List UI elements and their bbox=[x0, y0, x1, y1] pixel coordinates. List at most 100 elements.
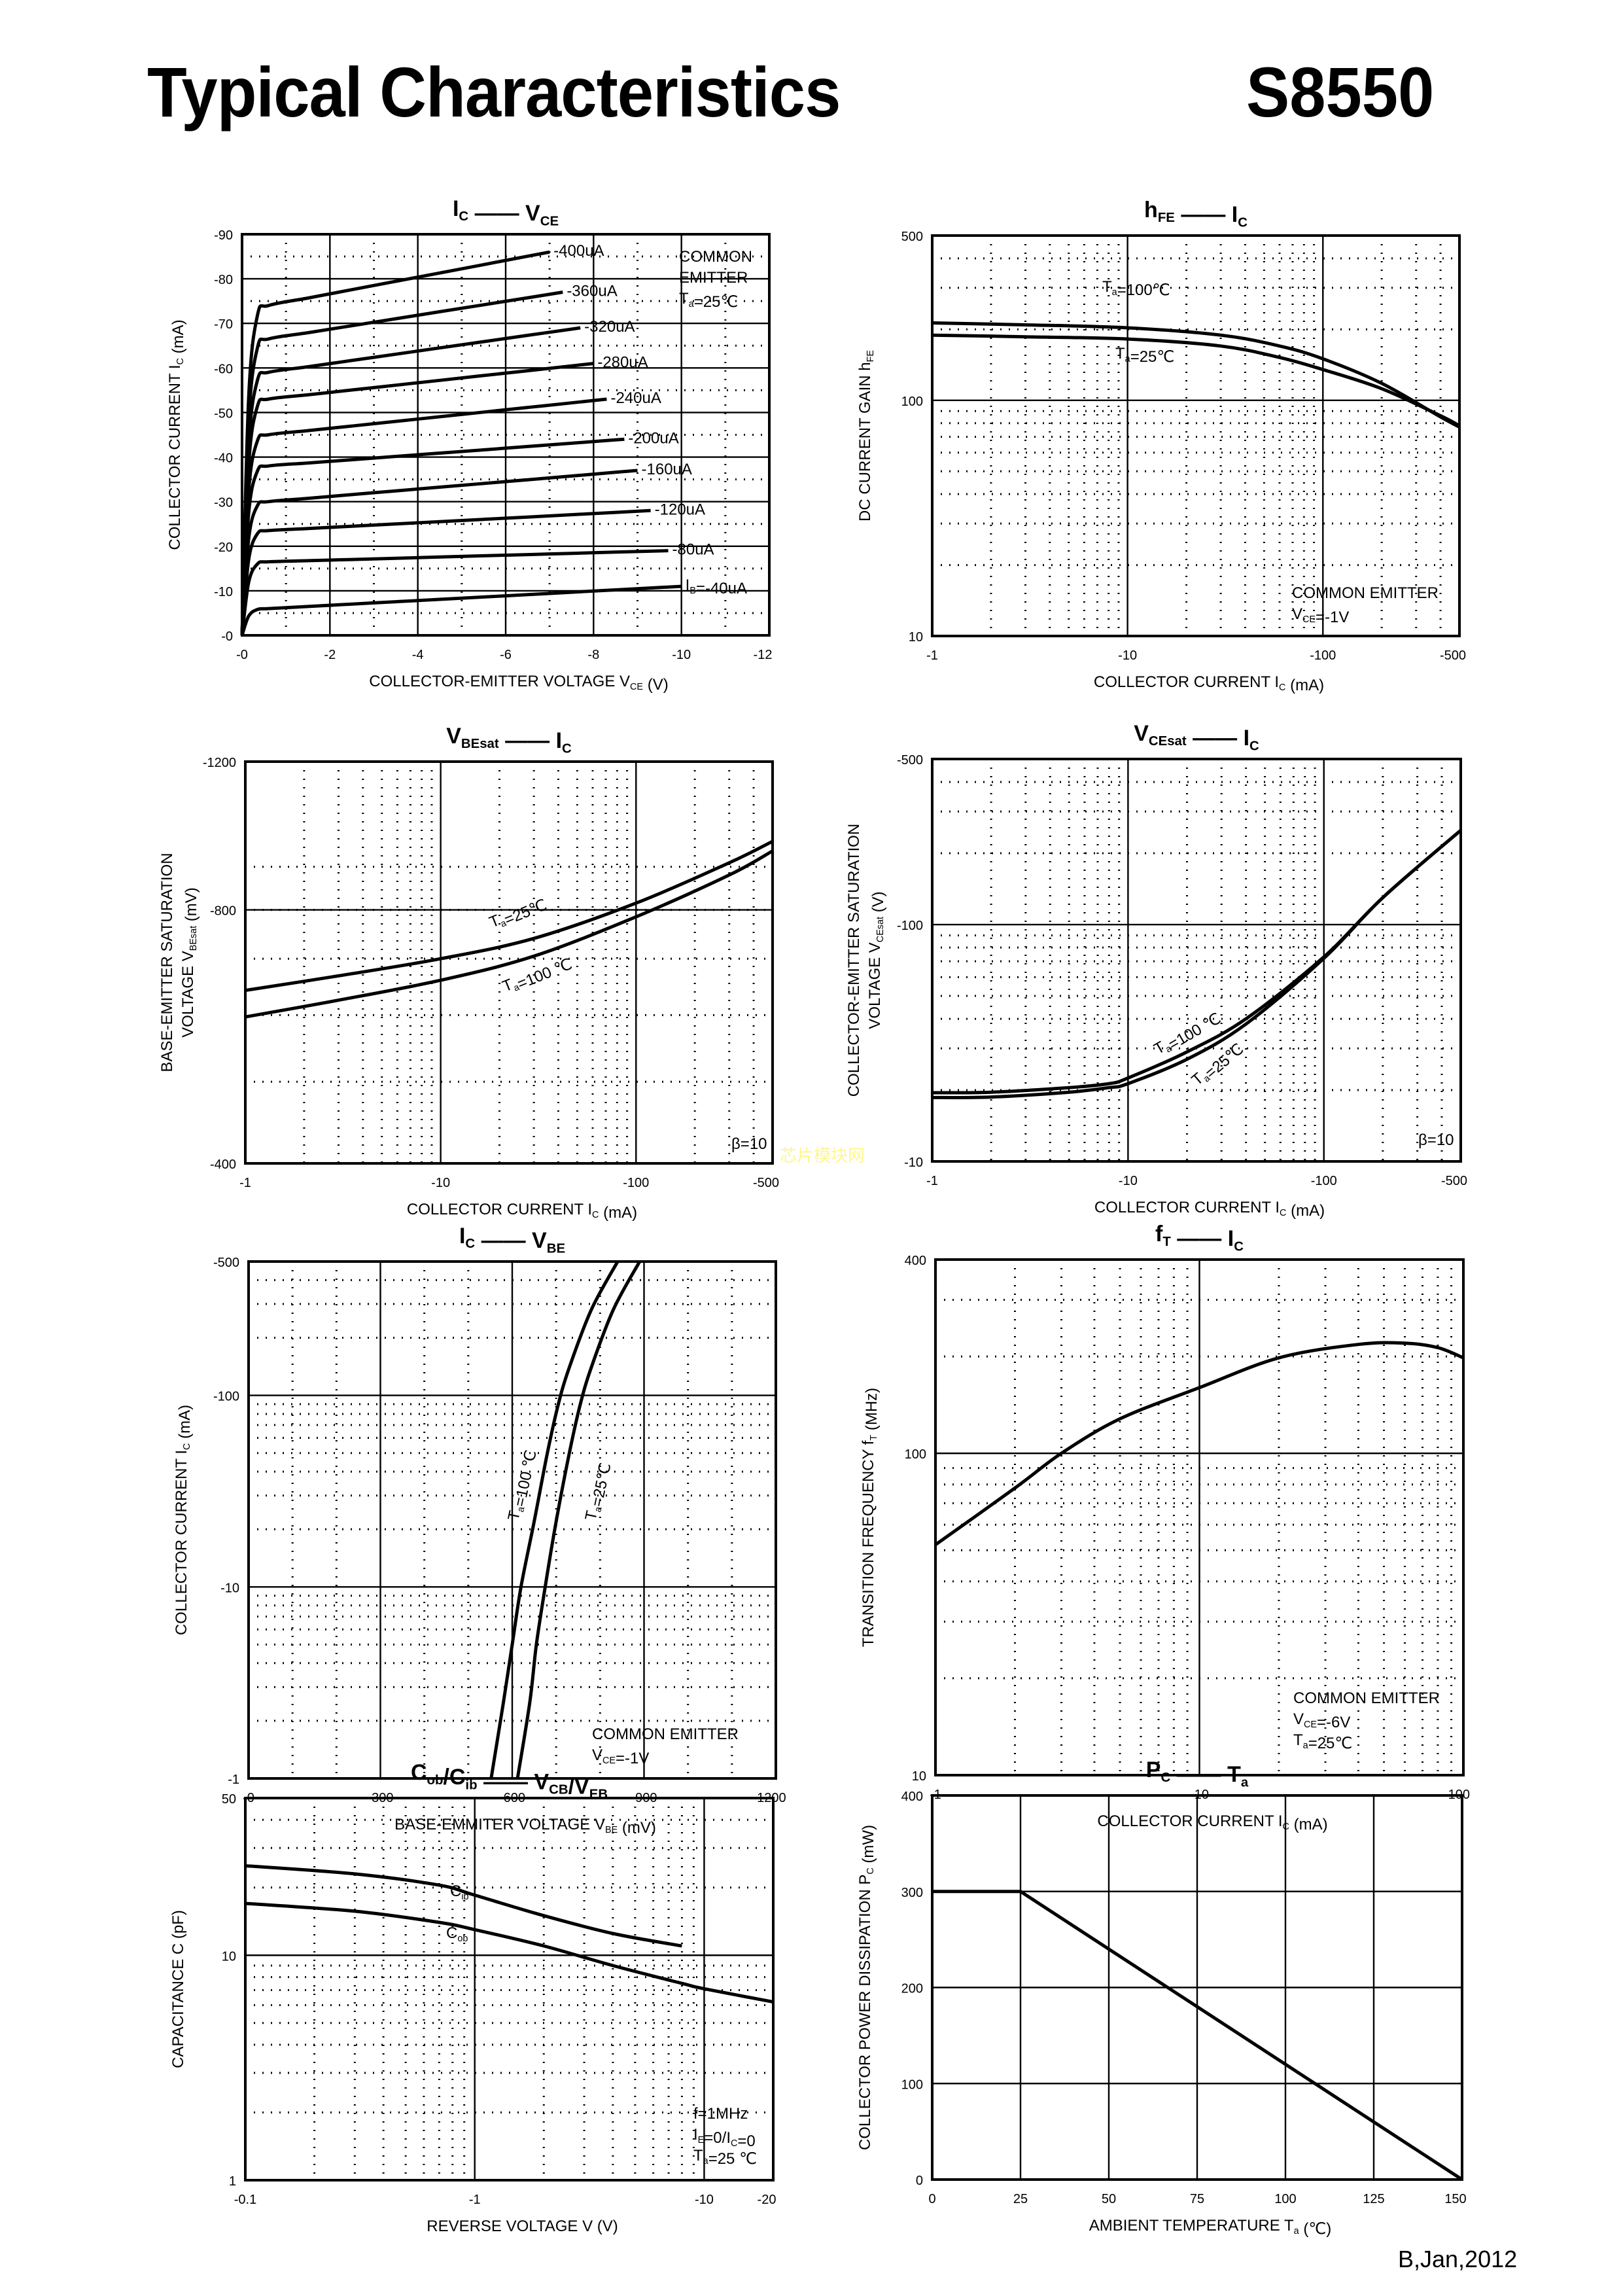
subscript: C bbox=[731, 2138, 737, 2149]
label-part: h bbox=[856, 362, 874, 370]
y-tick-label: -10 bbox=[214, 585, 233, 599]
plot-frame bbox=[931, 1794, 1463, 2181]
subscript: C bbox=[1279, 682, 1285, 693]
y-tick-label: -1200 bbox=[203, 756, 236, 770]
x-axis-label: BASE-EMMITER VOLTAGE VBE (mV) bbox=[394, 1816, 656, 1837]
label-part: BASE-EMMITER VOLTAGE bbox=[394, 1816, 595, 1833]
label-part: CAPACITANCE bbox=[169, 1954, 187, 2068]
plot-frame bbox=[244, 1797, 775, 2181]
subscript: BEsat bbox=[188, 926, 199, 951]
subscript: C bbox=[1161, 1771, 1170, 1785]
label-part: f bbox=[1155, 1222, 1163, 1246]
subscript: C bbox=[175, 358, 186, 364]
subscript: a bbox=[1303, 1740, 1308, 1751]
label-part: P bbox=[1146, 1757, 1161, 1782]
y-tick-label: -100 bbox=[897, 919, 923, 933]
series-line-0 bbox=[245, 839, 774, 993]
label-part: V bbox=[620, 673, 630, 690]
label-part: REVERSE VOLTAGE bbox=[427, 2217, 582, 2235]
series-line-9 bbox=[240, 584, 682, 636]
series-label: Ta=25℃ bbox=[1115, 345, 1174, 366]
x-tick-label: -12 bbox=[754, 648, 773, 662]
x-tick-label: 75 bbox=[1190, 2192, 1204, 2206]
y-tick-label: 400 bbox=[905, 1254, 926, 1268]
series-line-3 bbox=[240, 362, 594, 636]
series-label: -240uA bbox=[610, 389, 661, 407]
x-tick-label: -8 bbox=[587, 648, 599, 662]
annotation: β=10 bbox=[1418, 1131, 1454, 1149]
label-part: I bbox=[587, 1201, 592, 1218]
label-part: —— bbox=[1175, 202, 1232, 227]
page-title: Typical Characteristics bbox=[147, 52, 841, 132]
subscript: ib bbox=[465, 1778, 477, 1792]
series-line-0 bbox=[932, 1890, 1463, 2181]
label-part: T bbox=[1115, 345, 1125, 362]
subscript: CE bbox=[630, 682, 643, 692]
y-tick-label: -100 bbox=[213, 1390, 239, 1404]
label-part: —— bbox=[1171, 1226, 1228, 1251]
subscript: a bbox=[1241, 1775, 1249, 1790]
label-part: =25℃ bbox=[502, 896, 550, 928]
subscript: E bbox=[698, 2135, 705, 2146]
label-part: —— bbox=[468, 201, 525, 226]
x-tick-label: -100 bbox=[1310, 648, 1336, 663]
subscript: C bbox=[592, 1210, 599, 1220]
label-part: V bbox=[532, 1228, 547, 1253]
chart-title: VBEsat —— IC bbox=[446, 724, 572, 756]
label-part: DC CURRENT GAIN bbox=[856, 371, 874, 521]
subscript: T bbox=[869, 1435, 879, 1441]
label-part: =0/I bbox=[704, 2129, 731, 2147]
series-line-1 bbox=[245, 849, 774, 1019]
x-axis-label: COLLECTOR CURRENT IC (mA) bbox=[407, 1201, 637, 1222]
x-tick-label: -10 bbox=[1118, 648, 1137, 663]
subscript: ib bbox=[461, 1892, 468, 1902]
label-part: —— bbox=[478, 1769, 534, 1794]
subscript: CE bbox=[602, 1756, 616, 1766]
y-tick-label: -30 bbox=[214, 496, 233, 510]
series-line-0 bbox=[489, 1260, 620, 1779]
subscript: FE bbox=[1158, 211, 1175, 225]
x-axis-label: COLLECTOR-EMITTER VOLTAGE VCE (V) bbox=[369, 673, 668, 694]
label-part: (V) bbox=[643, 676, 669, 694]
y-tick-label: 0 bbox=[916, 2174, 923, 2188]
label-part: P bbox=[856, 1875, 874, 1885]
x-tick-label: -1 bbox=[239, 1176, 251, 1190]
y-axis-label: CAPACITANCE C (pF) bbox=[169, 1910, 187, 2068]
subscript: BEsat bbox=[461, 737, 499, 751]
label-part: I bbox=[173, 1450, 190, 1455]
subscript: C bbox=[1249, 739, 1259, 753]
series-line-0 bbox=[240, 250, 550, 636]
annotation: COMMON bbox=[679, 248, 752, 266]
label-part: —— bbox=[475, 1228, 532, 1253]
label-part: COLLECTOR POWER DISSIPATION bbox=[856, 1885, 874, 2150]
series-group bbox=[489, 1260, 641, 1779]
label-part: =25℃ bbox=[694, 293, 739, 311]
x-tick-label: 0 bbox=[928, 2192, 935, 2206]
series-line-1 bbox=[245, 1901, 774, 2004]
y-tick-label: 50 bbox=[222, 1792, 236, 1807]
label-part: (mA) bbox=[176, 1405, 194, 1443]
label-part: (V) bbox=[593, 2217, 618, 2235]
label-part: (℃) bbox=[1299, 2220, 1332, 2238]
label-part: f bbox=[860, 1440, 877, 1445]
x-axis-label: AMBIENT TEMPERATURE Ta (℃) bbox=[1089, 2217, 1332, 2238]
subscript: C bbox=[182, 1443, 192, 1450]
x-tick-label: -100 bbox=[1311, 1174, 1337, 1188]
label-part: COLLECTOR CURRENT bbox=[166, 369, 184, 550]
series-line-4 bbox=[240, 397, 607, 636]
y-tick-label: -50 bbox=[214, 406, 233, 421]
y-tick-label: 10 bbox=[912, 1769, 926, 1784]
subscript: CB bbox=[549, 1782, 568, 1797]
subscript: ob bbox=[457, 1934, 468, 1944]
x-tick-label: -6 bbox=[500, 648, 512, 662]
subscript: C bbox=[865, 1867, 876, 1874]
x-tick-label: -10 bbox=[431, 1176, 450, 1190]
label-part: I bbox=[453, 196, 459, 221]
x-tick-label: -20 bbox=[758, 2193, 777, 2207]
series-line-2 bbox=[240, 326, 581, 636]
x-axis-label: COLLECTOR CURRENT IC (mA) bbox=[1097, 1812, 1327, 1833]
label-part: I bbox=[686, 576, 690, 594]
x-tick-label: -10 bbox=[1119, 1174, 1138, 1188]
label-part: COLLECTOR CURRENT bbox=[407, 1201, 588, 1218]
y-tick-label: -70 bbox=[214, 317, 233, 332]
